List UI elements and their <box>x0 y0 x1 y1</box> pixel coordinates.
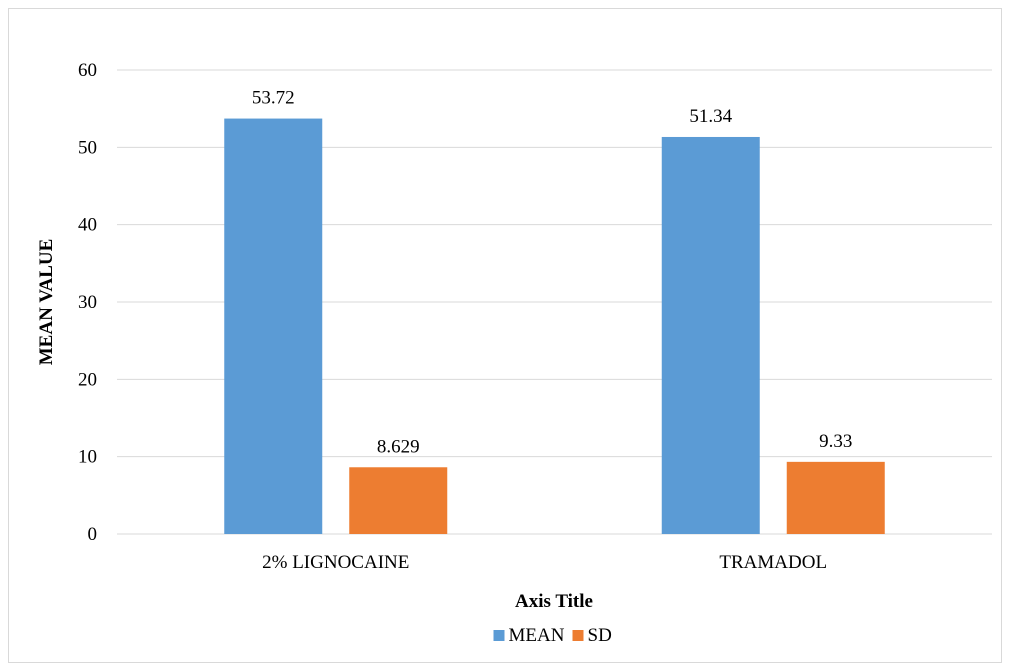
y-tick-label: 50 <box>78 137 97 158</box>
data-label: 9.33 <box>819 431 852 452</box>
bar-sd-0 <box>349 467 448 534</box>
x-axis-title: Axis Title <box>515 591 593 612</box>
bar-mean-0 <box>224 118 323 534</box>
y-tick-label: 10 <box>78 447 97 468</box>
x-tick-label: 2% LIGNOCAINE <box>262 552 409 573</box>
bars <box>224 118 885 534</box>
legend: MEAN SD <box>493 625 612 646</box>
x-tick-label: TRAMADOL <box>719 552 827 573</box>
bar-sd-1 <box>786 461 885 534</box>
legend-label: MEAN <box>509 625 565 646</box>
data-label: 51.34 <box>689 106 732 127</box>
legend-swatch-mean <box>493 630 505 641</box>
bar-mean-1 <box>661 136 760 534</box>
y-axis-ticks: 0 10 20 30 40 50 60 <box>78 60 97 545</box>
y-tick-label: 0 <box>88 524 98 545</box>
data-labels: 53.72 8.629 51.34 9.33 <box>252 88 853 458</box>
y-tick-label: 30 <box>78 292 97 313</box>
data-label: 8.629 <box>377 436 420 457</box>
y-tick-label: 40 <box>78 215 97 236</box>
y-tick-label: 60 <box>78 60 97 81</box>
legend-label: SD <box>588 625 612 646</box>
legend-swatch-sd <box>572 630 584 641</box>
y-tick-label: 20 <box>78 369 97 390</box>
chart-frame <box>8 8 1002 663</box>
x-axis-ticks: 2% LIGNOCAINE TRAMADOL <box>262 552 827 573</box>
y-axis-title: MEAN VALUE <box>36 239 57 366</box>
data-label: 53.72 <box>252 88 295 109</box>
